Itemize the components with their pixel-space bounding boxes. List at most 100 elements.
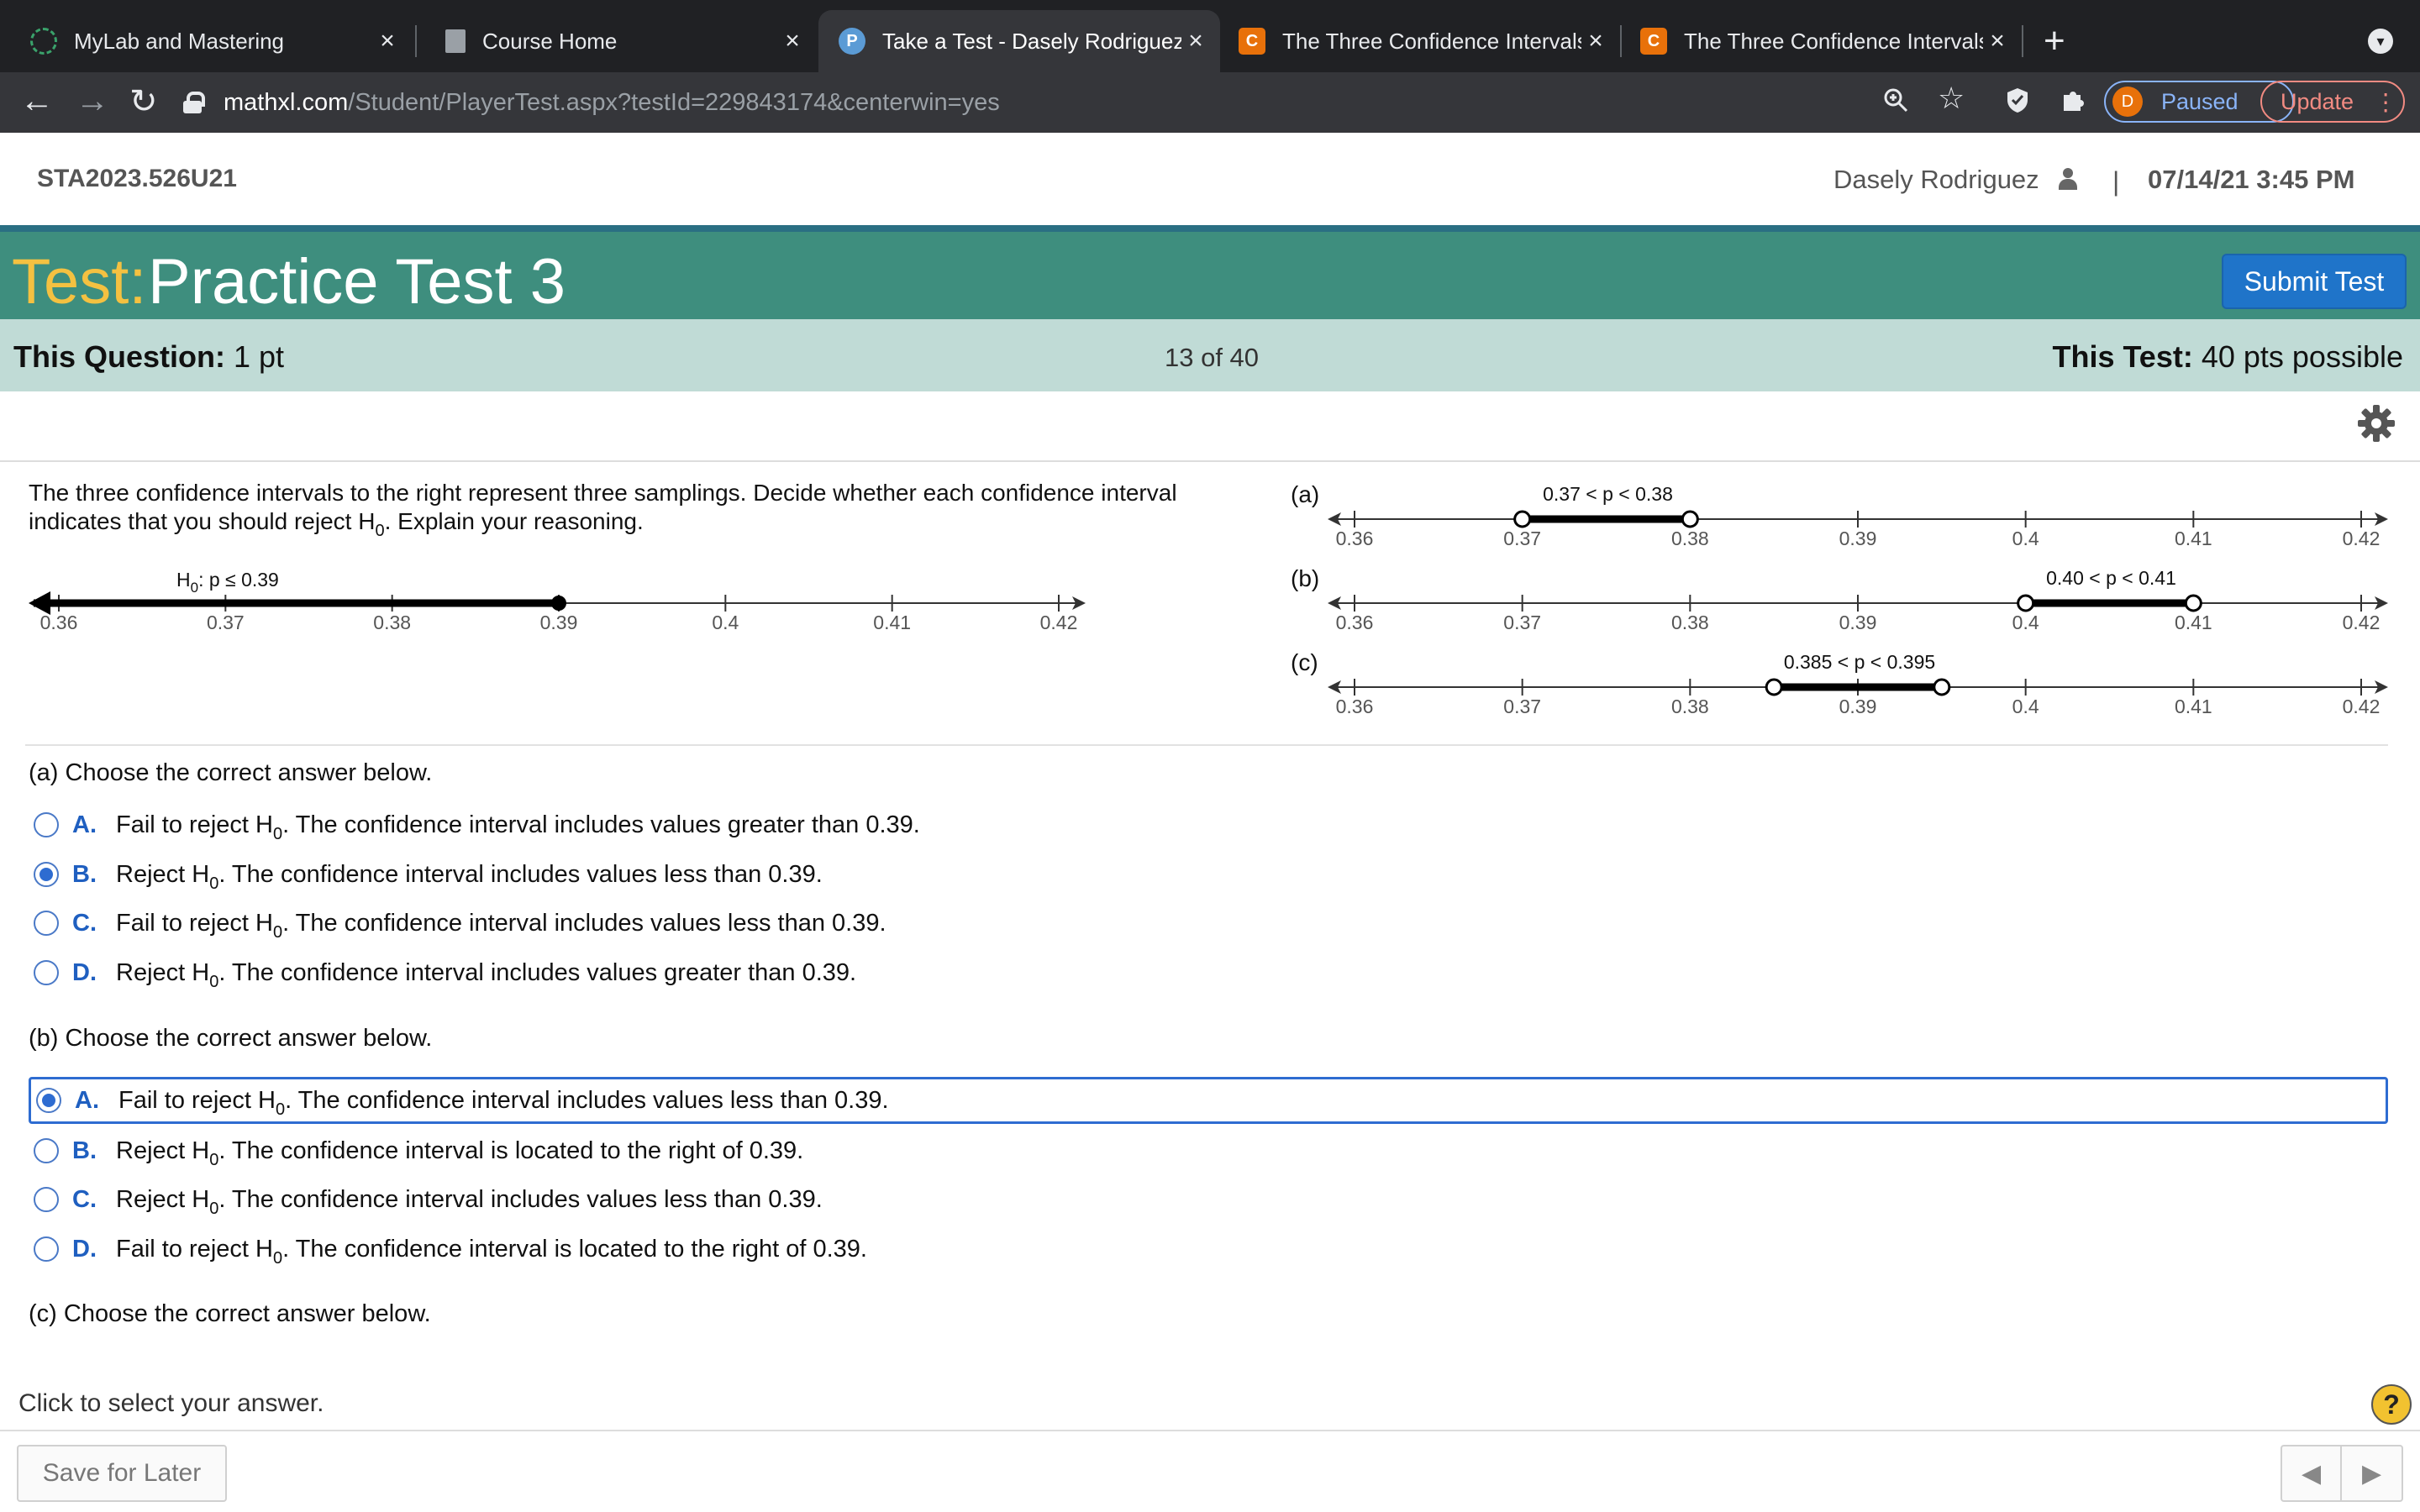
prompt-text: indicates that you should reject H [29, 508, 376, 534]
part-a-option-a[interactable]: A. Fail to reject H0. The confidence int… [29, 801, 920, 848]
tick-label: 0.36 [1336, 612, 1374, 633]
interval-label: 0.385 < p < 0.395 [1784, 651, 1935, 673]
tick-label: 0.38 [373, 612, 411, 633]
address-bar[interactable]: mathxl.com /Student/PlayerTest.aspx?test… [183, 79, 1906, 126]
part-b-option-d[interactable]: D. Fail to reject H0. The confidence int… [29, 1226, 867, 1273]
tab-mylab[interactable]: MyLab and Mastering × [0, 10, 412, 72]
subscript: 0 [375, 522, 385, 540]
open-endpoint [1513, 510, 1532, 528]
axis-arrow-left [1328, 680, 1341, 694]
radio-button[interactable] [34, 812, 59, 837]
option-letter: D. [72, 1235, 97, 1263]
question-divider [25, 744, 2388, 746]
tab-title: MyLab and Mastering [74, 28, 285, 54]
user-name: Dasely Rodriguez [1833, 165, 2039, 194]
tab-chegg-1[interactable]: C The Three Confidence Intervals × [1222, 10, 1620, 72]
gear-icon[interactable] [2356, 403, 2396, 444]
save-for-later-button[interactable]: Save for Later [17, 1445, 227, 1502]
axis-arrow-left [1328, 512, 1341, 526]
radio-button-selected[interactable] [36, 1088, 61, 1113]
part-b-heading: (b) Choose the correct answer below. [29, 1025, 433, 1052]
tab-course-home[interactable]: Course Home × [415, 10, 817, 72]
tick-label: 0.37 [1503, 612, 1541, 633]
shield-extension-icon[interactable] [2005, 86, 2030, 121]
option-letter: C. [72, 909, 97, 937]
extensions-puzzle-icon[interactable] [2060, 86, 2087, 121]
question-info-bar: This Question: 1 pt 13 of 40 This Test: … [0, 319, 2420, 391]
axis-arrow-right [1072, 596, 1086, 610]
axis-arrow-left [1328, 596, 1341, 610]
footer-bar: Save for Later ◀ ▶ [0, 1430, 2420, 1512]
hypothesis-label: H0: p ≤ 0.39 [176, 569, 279, 596]
radio-button[interactable] [34, 1187, 59, 1212]
previous-question-button[interactable]: ◀ [2282, 1446, 2343, 1500]
datetime: 07/14/21 3:45 PM [2148, 165, 2355, 194]
tick-label: 0.39 [540, 612, 578, 633]
close-icon[interactable]: × [1990, 27, 2005, 55]
mylab-icon [30, 28, 57, 55]
interval-label: 0.37 < p < 0.38 [1543, 483, 1673, 505]
radio-button[interactable] [34, 911, 59, 936]
close-icon[interactable]: × [785, 27, 800, 55]
tick-label: 0.42 [1040, 612, 1078, 633]
this-test-label: This Test: [2052, 339, 2193, 374]
tick-label: 0.4 [2012, 528, 2039, 549]
tick-label: 0.4 [2012, 612, 2039, 633]
menu-dots-icon[interactable]: ⋮ [2374, 88, 2398, 115]
forward-arrow-icon[interactable]: → [76, 82, 109, 119]
tab-title: The Three Confidence Intervals [1282, 28, 1581, 54]
interval-label: 0.40 < p < 0.41 [2046, 567, 2176, 589]
option-letter: A. [75, 1086, 99, 1114]
next-question-button[interactable]: ▶ [2361, 1459, 2382, 1488]
close-icon[interactable]: × [1588, 27, 1603, 55]
tab-chegg-2[interactable]: C The Three Confidence Intervals × [1623, 10, 2022, 72]
tick-label: 0.38 [1671, 612, 1709, 633]
part-a-option-d[interactable]: D. Reject H0. The confidence interval in… [29, 949, 856, 996]
tab-title: Take a Test - Dasely Rodriguez [882, 28, 1181, 54]
radio-button-selected[interactable] [34, 862, 59, 887]
part-b-option-c[interactable]: C. Reject H0. The confidence interval in… [29, 1176, 823, 1223]
course-bar: STA2023.526U21 Dasely Rodriguez | 07/14/… [0, 133, 2420, 227]
tick-label: 0.41 [2175, 612, 2212, 633]
submit-test-button[interactable]: Submit Test [2222, 254, 2407, 309]
zoom-icon[interactable] [1882, 86, 1909, 121]
axis-arrow-right [2375, 596, 2388, 610]
help-icon[interactable]: ? [2371, 1384, 2412, 1425]
radio-button[interactable] [34, 1236, 59, 1262]
radio-button[interactable] [34, 1138, 59, 1163]
tick-label: 0.38 [1671, 528, 1709, 549]
open-endpoint [1765, 678, 1783, 696]
tab-search-icon[interactable]: ▾ [2368, 29, 2393, 54]
header-divider: | [2112, 166, 2120, 197]
profile-avatar: D [2112, 87, 2143, 117]
option-text: Reject H0. The confidence interval is lo… [116, 1137, 804, 1169]
option-letter: B. [72, 860, 97, 888]
bookmark-star-icon[interactable]: ☆ [1938, 81, 1965, 115]
axis-arrow-right [2375, 680, 2388, 694]
close-icon[interactable]: × [380, 27, 395, 55]
part-a-option-c[interactable]: C. Fail to reject H0. The confidence int… [29, 900, 886, 947]
close-icon[interactable]: × [1188, 27, 1203, 55]
hypothesis-ray-arrow [29, 591, 50, 615]
tick-label: 0.42 [2343, 696, 2381, 717]
new-tab-button[interactable]: + [2044, 20, 2065, 61]
lock-icon [183, 92, 205, 113]
tab-separator [1620, 25, 1622, 57]
tick-label: 0.41 [2175, 528, 2212, 549]
profile-paused-button[interactable]: D Paused [2104, 81, 2294, 123]
part-c-heading: (c) Choose the correct answer below. [29, 1300, 431, 1327]
radio-button[interactable] [34, 960, 59, 985]
document-icon [445, 29, 466, 53]
part-b-option-a[interactable]: A. Fail to reject H0. The confidence int… [29, 1077, 2388, 1124]
confidence-interval-number-lines: 0.36 0.37 0.38 0.39 0.4 0.41 0.42 (a) 0.37 < p <… [1291, 481, 2388, 717]
tick-label: 0.39 [1839, 528, 1877, 549]
chegg-icon: C [1640, 28, 1667, 55]
tab-take-a-test[interactable]: P Take a Test - Dasely Rodriguez × [818, 10, 1220, 72]
part-b-option-b[interactable]: B. Reject H0. The confidence interval is… [29, 1127, 803, 1174]
update-button[interactable]: Update ⋮ [2260, 81, 2405, 123]
back-arrow-icon[interactable]: ← [20, 82, 54, 119]
reload-icon[interactable]: ↻ [129, 83, 158, 120]
part-a-option-b[interactable]: B. Reject H0. The confidence interval in… [29, 851, 823, 898]
option-letter: D. [72, 958, 97, 986]
tick-label: 0.37 [207, 612, 245, 633]
